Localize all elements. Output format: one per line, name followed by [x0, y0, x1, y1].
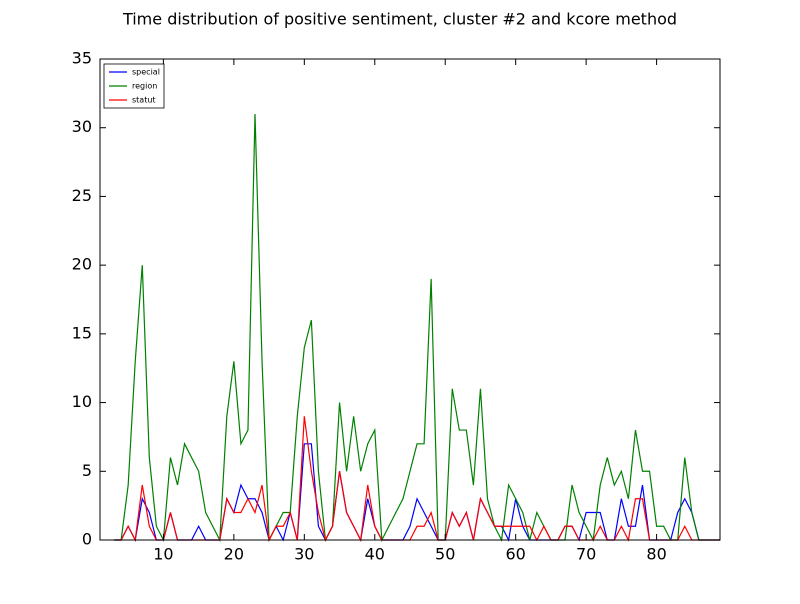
legend: special region statut: [103, 63, 165, 109]
legend-label: special: [132, 68, 160, 77]
x-tick-label: 50: [435, 545, 455, 564]
x-tick-label: 40: [365, 545, 385, 564]
y-tick-label: 10: [72, 392, 92, 411]
series-line: [114, 113, 720, 543]
chart-title: Time distribution of positive sentiment,…: [122, 10, 677, 29]
x-tick-label: 10: [153, 545, 173, 564]
x-tick-label: 80: [646, 545, 666, 564]
y-tick-label: 20: [72, 255, 92, 274]
legend-label: statut: [132, 96, 156, 105]
y-tick-label: 30: [72, 117, 92, 136]
x-tick-label: 70: [576, 545, 596, 564]
y-tick-label: 0: [82, 530, 92, 549]
y-tick-label: 5: [82, 461, 92, 480]
plot-frame: [99, 58, 721, 541]
x-tick-label: 20: [224, 545, 244, 564]
y-tick-label: 15: [72, 323, 92, 342]
y-tick-label: 25: [72, 186, 92, 205]
legend-label: region: [132, 82, 157, 91]
y-tick-label: 35: [72, 49, 92, 68]
x-tick-label: 30: [294, 545, 314, 564]
x-tick-label: 60: [506, 545, 526, 564]
